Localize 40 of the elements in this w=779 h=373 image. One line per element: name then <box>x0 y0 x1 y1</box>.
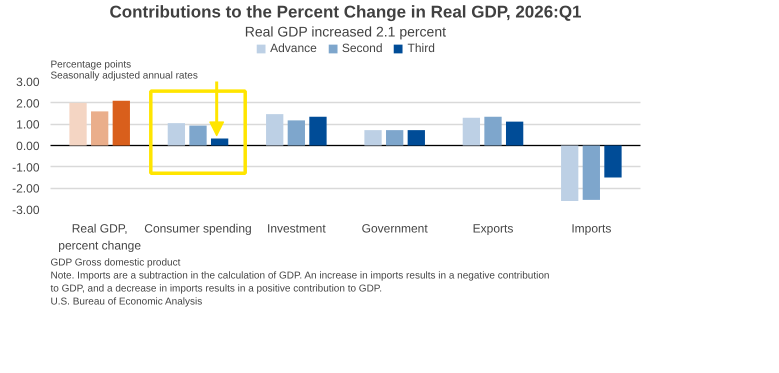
text: U.S. Bureau of Economic Analysis <box>50 296 202 308</box>
y-tick-label: -2.00 <box>12 182 40 196</box>
x-tick-label: Consumer spending <box>144 222 252 236</box>
y-tick-label: -3.00 <box>12 203 40 217</box>
bar <box>408 130 425 146</box>
bar <box>604 146 622 178</box>
y-tick-label: 3.00 <box>16 75 40 89</box>
legend-label: Third <box>408 41 435 55</box>
x-tick-label: Government <box>362 222 428 236</box>
y-axis-title: Percentage points Seasonally adjusted annual rates <box>50 60 198 82</box>
bar <box>309 116 327 146</box>
x-tick-label: Exports <box>472 222 514 236</box>
y-tick-label: 2.00 <box>16 96 40 110</box>
bar <box>386 130 404 146</box>
y-tick-label: 0.00 <box>16 139 40 153</box>
x-tick-label: Imports <box>571 222 612 236</box>
bar <box>91 111 108 146</box>
chart-title: Contributions to the Percent Change in Real GDP, 2026:Q1 <box>110 2 582 22</box>
bar <box>168 123 186 146</box>
bar <box>112 100 130 146</box>
bar <box>210 138 228 146</box>
bar <box>189 126 207 146</box>
text: GDP Gross domestic product <box>50 258 181 268</box>
y-tick-label: -1.00 <box>12 160 40 174</box>
y-tick-label: 1.00 <box>16 118 40 132</box>
x-tick-label: Investment <box>266 222 326 236</box>
bar <box>506 122 524 146</box>
bar <box>288 120 305 146</box>
bar <box>462 118 480 146</box>
x-tick-label: Real GDP, percent change <box>58 222 142 252</box>
chart-subtitle: Real GDP increased 2.1 percent <box>244 24 446 40</box>
bar <box>561 146 578 201</box>
bar <box>364 130 382 146</box>
bar <box>69 102 87 146</box>
bar <box>266 114 284 146</box>
text: Note. Imports are a subtraction in the calculation of GDP. An increase in imports results in a negative contribution to GDP, and a decrease in imports results in a positive contribution to GDP. <box>50 270 550 294</box>
bar <box>484 116 502 146</box>
legend-label: Advance <box>270 41 317 55</box>
bar <box>582 146 600 200</box>
legend-label: Second <box>342 41 383 55</box>
